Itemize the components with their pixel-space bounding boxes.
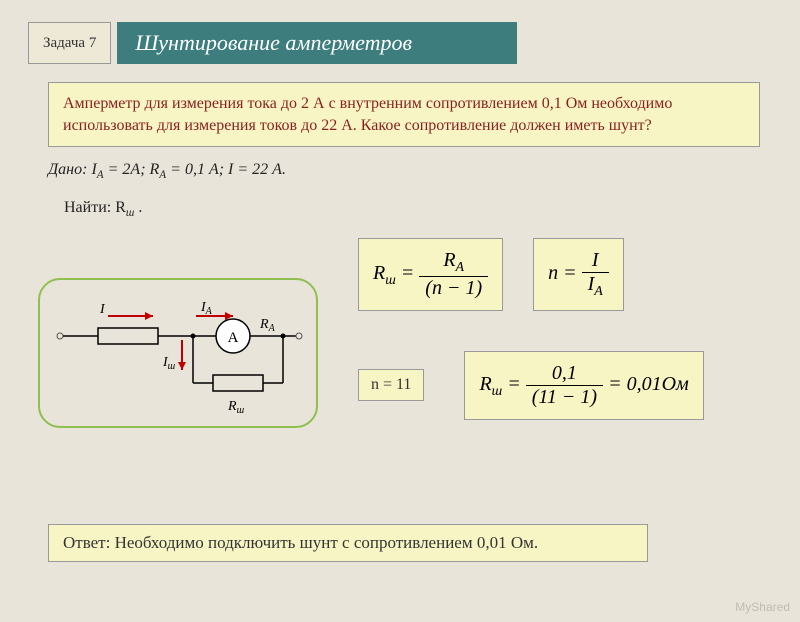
watermark: MyShared xyxy=(735,600,790,614)
given-line: Дано: IA = 2А; RA = 0,1 А; I = 22 А. xyxy=(48,161,760,181)
f3-rhs: 0,01Ом xyxy=(627,373,689,395)
find-suffix: . xyxy=(134,199,142,216)
problem-statement: Амперметр для измерения тока до 2 А с вн… xyxy=(48,82,760,147)
find-prefix: Найти: R xyxy=(64,199,126,216)
circuit-svg: А I IA RA Iш Rш xyxy=(38,278,318,428)
f3-num: 0,1 xyxy=(526,362,603,386)
formula-rsh-calc: Rш = 0,1 (11 − 1) = 0,01Ом xyxy=(464,351,703,420)
formula-rsh: Rш = RA (n − 1) xyxy=(358,238,503,311)
title-bar: Шунтирование амперметров xyxy=(117,22,517,64)
label-I: I xyxy=(99,302,106,317)
label-Rsh: Rш xyxy=(227,399,245,416)
formula-row-2: n = 11 Rш = 0,1 (11 − 1) = 0,01Ом xyxy=(358,351,800,420)
label-Ish: Iш xyxy=(162,355,176,372)
header-row: Задача 7 Шунтирование амперметров xyxy=(28,22,800,64)
task-badge: Задача 7 xyxy=(28,22,111,64)
formula-n: n = I IA xyxy=(533,238,624,311)
given-prefix: Дано: xyxy=(48,161,91,178)
n-value-box: n = 11 xyxy=(358,369,424,401)
answer-box: Ответ: Необходимо подключить шунт с сопр… xyxy=(48,524,648,562)
formula-row-1: Rш = RA (n − 1) n = I IA xyxy=(358,238,800,311)
label-RA: RA xyxy=(259,317,276,334)
circuit-diagram: А I IA RA Iш Rш xyxy=(38,278,318,428)
content-row: А I IA RA Iш Rш xyxy=(0,238,800,428)
formulas-column: Rш = RA (n − 1) n = I IA n = 11 Rш = 0,1 xyxy=(318,238,800,428)
f3-den: (11 − 1) xyxy=(526,386,603,409)
label-IA: IA xyxy=(200,300,213,317)
ammeter-label: А xyxy=(228,330,239,346)
find-line: Найти: Rш . xyxy=(64,199,760,219)
